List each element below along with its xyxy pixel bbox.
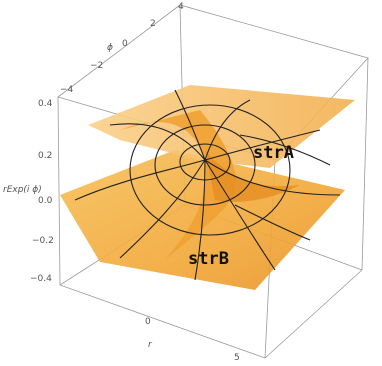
axis-vertical: rExp(i ϕ) 0.4 0.2 0.0 −0.2 −0.4 — [3, 99, 54, 284]
tick-label: 5 — [234, 353, 240, 363]
tick-label: 0.4 — [38, 99, 53, 109]
tick-label: −0.2 — [32, 236, 54, 246]
tick-label: 2 — [150, 19, 156, 29]
tick-label: 0 — [122, 39, 128, 49]
tick-label: 4 — [178, 2, 184, 12]
axis-r: 0 r 5 — [145, 317, 240, 363]
tick-label: −4 — [60, 85, 74, 95]
tick-label: 0.2 — [38, 151, 52, 161]
tick-label: −0.4 — [30, 274, 52, 284]
axis-phi: ϕ −4 −2 0 2 4 — [60, 2, 184, 95]
tick-label: 0.0 — [38, 196, 53, 206]
annotation: strB — [188, 249, 229, 269]
mesh — [74, 89, 341, 281]
axis-label: r — [148, 340, 153, 350]
tick-label: 0 — [145, 317, 151, 327]
annotation: strA — [253, 143, 294, 163]
tick-label: −2 — [90, 61, 103, 71]
axis-label: rExp(i ϕ) — [3, 185, 42, 195]
axis-label: ϕ — [107, 43, 113, 53]
